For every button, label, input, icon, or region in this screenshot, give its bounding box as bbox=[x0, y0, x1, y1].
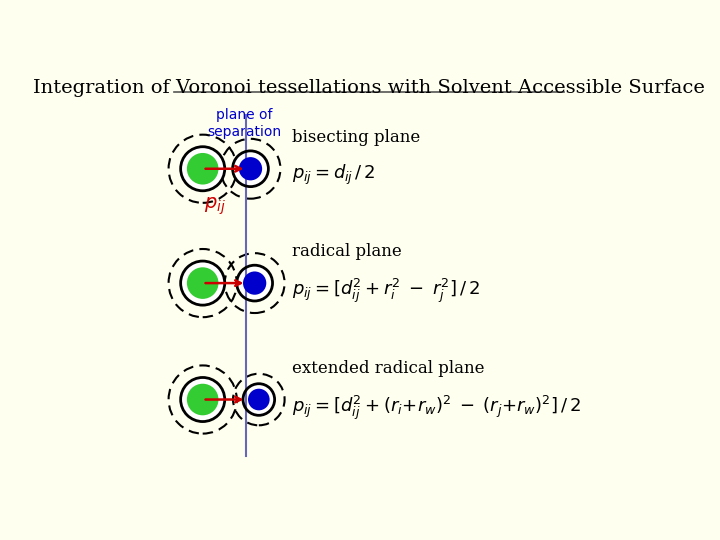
Text: $p_{ij} = d_{ij}\,/\,2$: $p_{ij} = d_{ij}\,/\,2$ bbox=[292, 163, 376, 187]
Circle shape bbox=[248, 389, 269, 410]
Circle shape bbox=[181, 261, 225, 305]
Circle shape bbox=[187, 153, 218, 185]
Text: extended radical plane: extended radical plane bbox=[292, 360, 485, 377]
Circle shape bbox=[243, 384, 274, 415]
Text: plane of
separation: plane of separation bbox=[207, 109, 282, 139]
Circle shape bbox=[237, 265, 273, 301]
Text: bisecting plane: bisecting plane bbox=[292, 129, 420, 146]
Text: radical plane: radical plane bbox=[292, 243, 402, 260]
Circle shape bbox=[239, 157, 262, 180]
Circle shape bbox=[181, 377, 225, 422]
Circle shape bbox=[187, 384, 218, 415]
Text: Integration of Voronoi tessellations with Solvent Accessible Surface: Integration of Voronoi tessellations wit… bbox=[33, 79, 705, 97]
Text: $p_{ij}$: $p_{ij}$ bbox=[204, 196, 226, 217]
Text: $p_{ij} = [d_{ij}^{2} + (r_i{+}r_w)^{2}\; -\; (r_j{+}r_w)^{2}]\,/\,2$: $p_{ij} = [d_{ij}^{2} + (r_i{+}r_w)^{2}\… bbox=[292, 393, 581, 422]
Circle shape bbox=[243, 272, 266, 295]
Circle shape bbox=[233, 151, 269, 187]
Text: $p_{ij} = [d_{ij}^{2} + r_i^{2}\; -\; r_j^{2}]\,/\,2$: $p_{ij} = [d_{ij}^{2} + r_i^{2}\; -\; r_… bbox=[292, 277, 480, 305]
Circle shape bbox=[181, 147, 225, 191]
Circle shape bbox=[187, 267, 218, 299]
